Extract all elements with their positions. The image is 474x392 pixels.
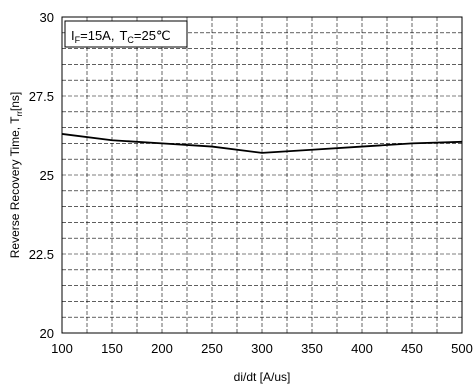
annotation-text: IF=15A, TC=25℃ bbox=[71, 28, 171, 45]
y-axis-title-main: Reverse Recovery Time, T bbox=[8, 116, 22, 258]
annotation-t-main: T bbox=[119, 28, 127, 43]
annotation-t-sub: C bbox=[127, 35, 134, 45]
tick-label-layer: 100 150 200 250 300 350 400 450 500 20 22.5 25 27.5 3… bbox=[29, 10, 473, 356]
x-tick-label: 400 bbox=[351, 341, 373, 356]
series-layer bbox=[61, 133, 463, 154]
annotation-i-value: =15A, bbox=[80, 28, 114, 43]
y-axis-title-unit: [ns] bbox=[8, 92, 22, 111]
x-tick-label: 200 bbox=[151, 341, 173, 356]
x-tick-label: 500 bbox=[451, 341, 473, 356]
annotation-i-sub: F bbox=[75, 35, 81, 45]
annotation-t-value: =25℃ bbox=[134, 28, 171, 43]
plot-frame bbox=[61, 16, 463, 334]
y-tick-label: 27.5 bbox=[29, 89, 54, 104]
series-line bbox=[61, 133, 463, 154]
y-axis-title: Reverse Recovery Time, Trr[ns] bbox=[8, 92, 24, 259]
x-tick-label: 150 bbox=[101, 341, 123, 356]
annotation-background bbox=[64, 20, 188, 48]
x-tick-label: 300 bbox=[251, 341, 273, 356]
annotation-box: IF=15A, TC=25℃ bbox=[64, 20, 188, 48]
x-tick-label: 450 bbox=[401, 341, 423, 356]
y-tick-label: 22.5 bbox=[29, 247, 54, 262]
y-tick-label: 30 bbox=[40, 10, 54, 25]
y-tick-label: 20 bbox=[40, 326, 54, 341]
annotation-i-main: I bbox=[71, 28, 75, 43]
x-tick-label: 350 bbox=[301, 341, 323, 356]
x-axis-title: di/dt [A/us] bbox=[234, 370, 291, 384]
x-tick-label: 250 bbox=[201, 341, 223, 356]
y-tick-label: 25 bbox=[40, 168, 54, 183]
y-axis-title-subscript: rr bbox=[15, 111, 24, 117]
grid-layer bbox=[62, 17, 462, 333]
x-tick-label: 100 bbox=[51, 341, 73, 356]
